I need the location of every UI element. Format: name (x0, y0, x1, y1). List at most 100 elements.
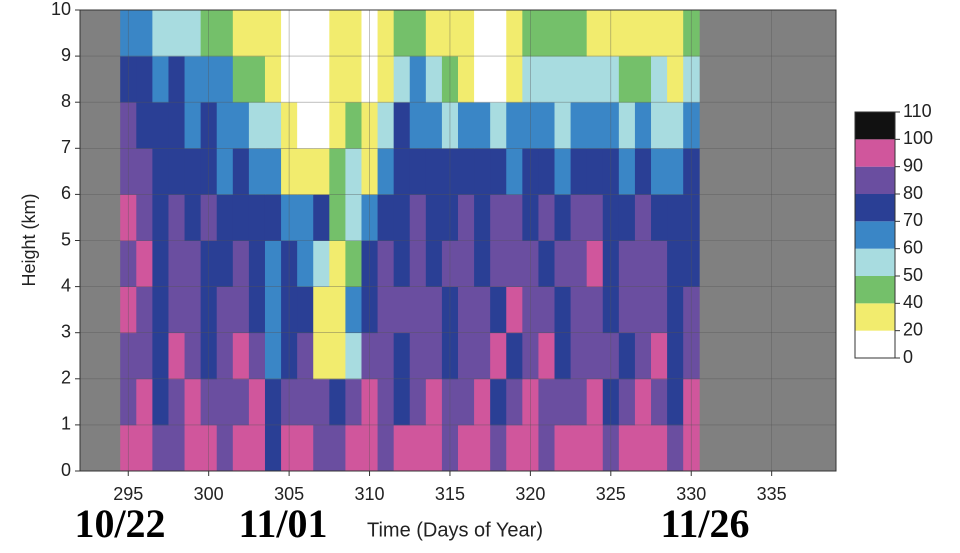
heat-cell (329, 148, 346, 195)
heat-cell (409, 378, 427, 426)
heat-cell (377, 148, 395, 195)
colorbar-block (855, 194, 895, 222)
heat-cell (634, 56, 652, 103)
heat-cell (232, 378, 250, 426)
heat-cell (377, 102, 395, 149)
heat-cell (570, 286, 588, 334)
heat-cell (184, 424, 202, 472)
heat-cell (634, 148, 652, 195)
y-tick-label: 4 (61, 275, 71, 295)
heat-cell (667, 286, 684, 334)
heat-cell (458, 240, 475, 287)
heat-cell (458, 148, 475, 195)
heat-cell (554, 56, 571, 103)
heat-cell (329, 286, 346, 334)
colorbar-block (855, 112, 895, 140)
heat-cell (651, 332, 668, 380)
heat-cell (570, 10, 588, 57)
heat-cell (570, 378, 588, 426)
heat-cell (345, 102, 362, 149)
heat-cell (458, 56, 475, 103)
heat-cell (425, 286, 443, 334)
heat-cell (618, 332, 636, 380)
heat-cell (232, 332, 250, 380)
heat-cell (651, 240, 668, 287)
colorbar-block (855, 276, 895, 304)
heat-cell (377, 194, 395, 241)
x-tick-label: 330 (676, 484, 706, 504)
heat-cell (458, 286, 475, 334)
heat-cell (393, 240, 411, 287)
heat-cell (152, 56, 169, 103)
heat-cell (570, 240, 588, 287)
heat-cell (136, 424, 153, 472)
heat-cell (184, 194, 202, 241)
heat-cell (264, 332, 282, 380)
heat-cell (136, 56, 153, 103)
heat-cell (393, 378, 411, 426)
heat-cell (538, 148, 555, 195)
heat-cell (377, 286, 395, 334)
heat-cell (313, 378, 330, 426)
heat-cell (554, 286, 571, 334)
heat-cell (297, 10, 314, 57)
heat-cell (216, 286, 234, 334)
heat-cell (490, 194, 507, 241)
heat-cell (184, 10, 202, 57)
colorbar-label: 90 (903, 155, 923, 175)
heat-cell (618, 286, 636, 334)
heat-cell (264, 194, 282, 241)
heat-cell (474, 194, 491, 241)
x-tick-label: 335 (757, 484, 787, 504)
heat-cell (136, 240, 153, 287)
heat-cell (345, 240, 362, 287)
heat-cell (313, 332, 330, 380)
heat-cell (490, 424, 507, 472)
heat-cell (184, 102, 202, 149)
heat-cell (634, 378, 652, 426)
heat-cell (152, 424, 169, 472)
date-annotation: 11/01 (239, 501, 328, 546)
heat-cell (618, 102, 636, 149)
heat-cell (458, 102, 475, 149)
heat-cell (554, 102, 571, 149)
heat-cell (474, 148, 491, 195)
y-tick-label: 8 (61, 91, 71, 111)
heat-cell (651, 286, 668, 334)
heat-cell (586, 240, 604, 287)
heat-cell (248, 10, 266, 57)
y-axis-label: Height (km) (19, 193, 39, 286)
heat-cell (297, 424, 314, 472)
colorbar-frame (854, 111, 896, 359)
heat-cell (329, 332, 346, 380)
heat-cell (618, 148, 636, 195)
heat-cell (490, 240, 507, 287)
heat-cell (651, 424, 668, 472)
heat-cell (136, 10, 153, 57)
heat-cell (248, 102, 266, 149)
y-tick-label: 0 (61, 460, 71, 480)
heat-cell (538, 424, 555, 472)
heat-cell (506, 378, 523, 426)
heat-cell (152, 10, 169, 57)
heat-cell (538, 378, 555, 426)
heat-cell (313, 56, 330, 103)
heat-cell (506, 332, 523, 380)
y-tick-label: 7 (61, 137, 71, 157)
heat-cell (168, 56, 185, 103)
heat-cell (409, 240, 427, 287)
heat-cell (554, 332, 571, 380)
heat-cell (570, 424, 588, 472)
heat-cell (490, 102, 507, 149)
heat-cell (248, 286, 266, 334)
heat-cell (425, 148, 443, 195)
heat-cell (152, 194, 169, 241)
heat-cell (570, 102, 588, 149)
heat-cell (136, 102, 153, 149)
heat-cell (409, 10, 427, 57)
heat-cell (618, 424, 636, 472)
heat-cell (168, 148, 185, 195)
heat-cell (393, 332, 411, 380)
heat-cell (538, 194, 555, 241)
y-tick-label: 2 (61, 368, 71, 388)
